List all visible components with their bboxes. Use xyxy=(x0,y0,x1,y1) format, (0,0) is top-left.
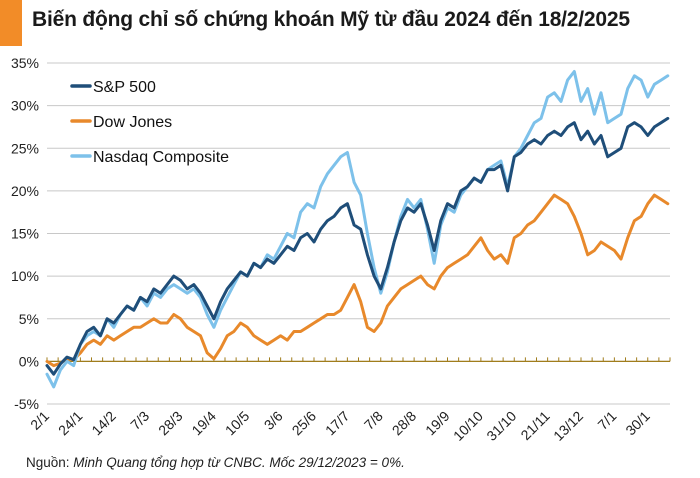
series-line-1 xyxy=(45,193,670,368)
x-tick-label: 31/10 xyxy=(483,408,519,444)
chart-title: Biến động chỉ số chứng khoán Mỹ từ đầu 2… xyxy=(32,8,630,31)
x-tick-label: 28/8 xyxy=(389,408,420,439)
x-tick-label: 10/5 xyxy=(222,408,253,439)
title-accent-bar xyxy=(0,0,22,46)
series-lines xyxy=(45,70,670,389)
legend-label: Dow Jones xyxy=(93,114,172,131)
x-tick-label: 3/6 xyxy=(261,408,286,433)
source-lead: Nguồn: xyxy=(26,455,74,470)
legend: S&P 500 Dow Jones Nasdaq Composite xyxy=(70,79,229,166)
y-tick-label: 10% xyxy=(11,268,39,284)
x-tick-label: 17/7 xyxy=(322,408,353,439)
x-tick-label: 7/8 xyxy=(361,408,386,433)
x-tick-label: 19/4 xyxy=(188,408,219,439)
y-tick-label: 20% xyxy=(11,183,39,199)
source-note: Nguồn: Minh Quang tổng hợp từ CNBC. Mốc … xyxy=(26,455,405,470)
x-tick-label: 28/3 xyxy=(155,408,186,439)
legend-label: S&P 500 xyxy=(93,79,156,96)
x-tick-label: 24/1 xyxy=(55,408,86,439)
x-tick-label: 7/1 xyxy=(594,408,619,433)
series-line-2 xyxy=(45,70,670,389)
y-tick-label: 5% xyxy=(19,311,39,327)
y-tick-label: 35% xyxy=(11,55,39,71)
y-tick-label: 30% xyxy=(11,98,39,114)
x-tick-label: 19/9 xyxy=(422,408,453,439)
series-line-0 xyxy=(45,116,670,376)
x-tick-label: 10/10 xyxy=(450,408,486,444)
x-tick-label: 13/12 xyxy=(550,408,586,444)
x-tick-label: 30/1 xyxy=(622,408,653,439)
y-tick-label: 0% xyxy=(19,353,39,369)
x-tick-label: 25/6 xyxy=(289,408,320,439)
x-tick-label: 7/3 xyxy=(127,408,152,433)
x-axis-ticks: 2/1 24/1 14/2 7/3 28/3 19/4 10/5 3/6 25/6 17/7 7/8… xyxy=(27,357,671,444)
y-tick-label: 25% xyxy=(11,140,39,156)
legend-label: Nasdaq Composite xyxy=(93,149,229,166)
source-text: Minh Quang tổng hợp từ CNBC. Mốc 29/12/2… xyxy=(73,455,405,470)
y-tick-label: 15% xyxy=(11,226,39,242)
y-axis-tick-labels: -5% 0% 5% 10% 15% 20% 25% 30% 35% xyxy=(11,55,39,412)
y-tick-label: -5% xyxy=(14,396,39,412)
x-tick-label: 21/11 xyxy=(517,408,553,444)
x-tick-label: 14/2 xyxy=(88,408,119,439)
